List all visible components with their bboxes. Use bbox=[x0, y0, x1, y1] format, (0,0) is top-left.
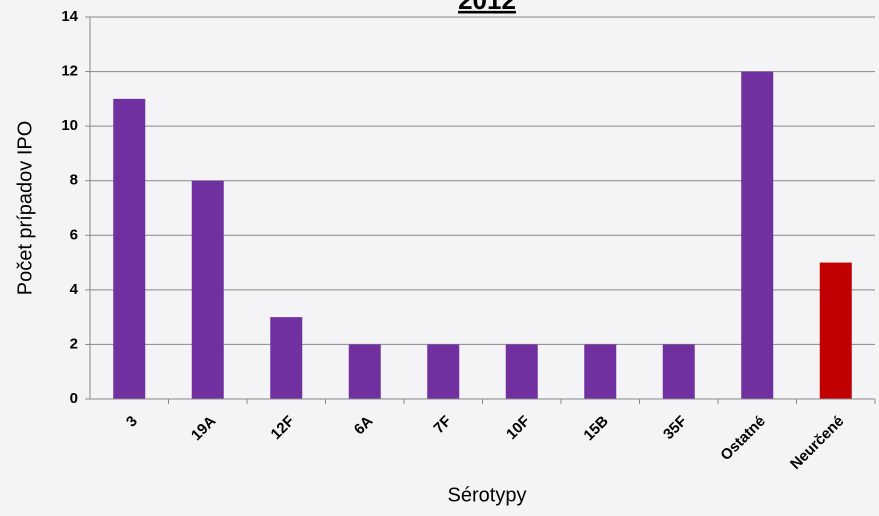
y-tick-label: 6 bbox=[70, 226, 78, 243]
bar bbox=[191, 180, 224, 399]
y-tick-label: 0 bbox=[70, 390, 78, 407]
bar bbox=[270, 317, 303, 399]
x-axis-label: Sérotypy bbox=[448, 484, 527, 506]
bar bbox=[662, 344, 695, 399]
bar bbox=[113, 98, 146, 399]
bar bbox=[427, 344, 460, 399]
y-tick-label: 12 bbox=[61, 63, 78, 80]
bar bbox=[505, 344, 538, 399]
y-axis-label: Počet prípadov IPO bbox=[14, 121, 36, 296]
y-tick-label: 4 bbox=[70, 281, 79, 298]
y-tick-label: 2 bbox=[70, 335, 78, 352]
y-tick-label: 14 bbox=[61, 8, 78, 25]
bar bbox=[819, 262, 852, 399]
bar bbox=[741, 71, 774, 400]
bar bbox=[584, 344, 617, 399]
y-tick-label: 10 bbox=[61, 117, 78, 134]
bar bbox=[348, 344, 381, 399]
y-tick-label: 8 bbox=[70, 172, 78, 189]
chart-title: 2012 bbox=[458, 0, 516, 15]
